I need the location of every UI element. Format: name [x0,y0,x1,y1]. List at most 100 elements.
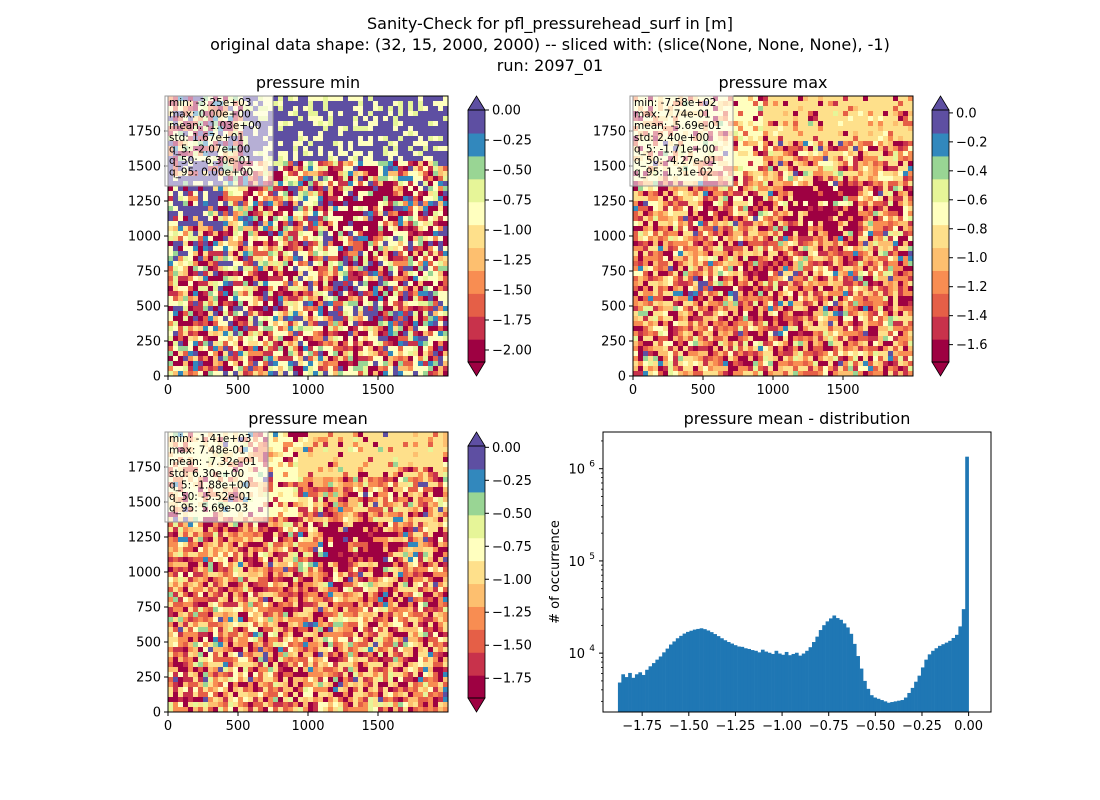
colorbar-tick-label: −1.75 [492,314,532,329]
histogram-bar [651,663,656,712]
histogram-bar [815,636,820,712]
panel-title: pressure mean [248,409,368,428]
stats-line: q_95: 5.69e-03 [169,503,248,515]
histogram-bar [822,625,826,712]
y-tick-label: 0 [153,706,161,721]
axes-frame [602,431,992,713]
histogram-bar [880,700,884,712]
panel-pressure-min: pressure min 0 500 1000 1500 0 250 500 750 1000 12… [128,73,532,398]
x-tick-label: −0.75 [809,719,849,734]
histogram-bar [682,633,687,712]
x-tick-label: −1.00 [762,719,802,734]
histogram-bar [863,680,867,712]
x-tick-label: 0 [629,383,637,398]
stats-line: q_5: -1.71e+00 [634,143,715,155]
histogram-bar [825,621,830,712]
y-tick-exponent: 4 [589,644,595,654]
colorbar-tick-label: −0.75 [492,540,532,555]
colorbar-tick-label: −1.2 [956,280,988,295]
y-tick-label: 1500 [593,160,626,175]
colorbar-tick-label: −1.4 [956,309,988,324]
colorbar-tick-label: 0.0 [956,106,977,121]
panel-title: pressure min [256,73,360,92]
stats-line: q_5: -2.07e+00 [169,143,250,155]
suptitle-line-3: run: 2097_01 [497,56,603,76]
colorbar: 0.00 −0.25 −0.50 −0.75 −1.00 −1.25 −1.50 −1.75 −… [467,95,532,377]
histogram-bar [655,659,660,712]
y-tick-label: 0 [618,370,626,385]
histogram-bar [798,655,803,712]
x-tick-label: 0 [164,383,172,398]
colorbar-segment [468,132,485,157]
panel-title: pressure mean - distribution [684,409,911,428]
histogram-bar [944,642,949,712]
histogram-bars [617,456,969,712]
x-tick-label: 500 [226,719,251,734]
histogram-bar [750,650,755,712]
colorbar-segment [932,224,949,249]
y-tick-label: 750 [601,265,626,280]
stats-line: std: 6.30e+00 [169,468,244,480]
stats-box [629,95,734,187]
stats-line: q_50: -4.27e-01 [634,155,717,167]
stats-box [164,431,269,523]
histogram-bar [760,649,765,712]
stats-line: min: -7.58e+02 [634,97,716,109]
stats-line: q_5: -1.88e+00 [169,479,250,491]
histogram-bar [794,652,799,712]
y-axis-label: # of occurrence [548,520,563,624]
colorbar-segment [468,629,485,653]
stats-line: q_95: 0.00e+00 [169,167,253,179]
colorbar-segment [468,339,485,363]
histogram-bar [866,688,871,712]
x-tick-label: 1000 [756,383,789,398]
histogram-bar [771,653,775,712]
colorbar-tick-label: −2.00 [492,344,532,359]
suptitle-line-2: original data shape: (32, 15, 2000, 2000… [210,35,890,54]
histogram-bar [703,629,707,712]
y-tick-label: 1250 [593,195,626,210]
colorbar-extend-min [467,697,486,713]
colorbar-tick-label: −1.0 [956,251,988,266]
histogram-bar [917,675,922,712]
colorbar-segment [932,155,949,180]
stats-line: max: 7.48e-01 [169,445,246,457]
histogram-bar [856,656,860,712]
x-tick-label: −0.50 [855,719,895,734]
y-tick-label: 1000 [128,230,161,245]
colorbar-tick-label: −0.8 [956,222,988,237]
x-tick-label: 1500 [826,383,859,398]
colorbar-tick-label: −1.25 [492,254,532,269]
panel-pressure-max: pressure max 0 500 1000 1500 0 250 500 750 1000 12… [593,73,988,398]
histogram-bar [805,650,809,712]
histogram-bar [788,655,792,712]
colorbar-segment [468,224,485,249]
stats-line: std: 2.40e+00 [634,132,709,144]
colorbar-segment [932,247,949,271]
colorbar-segment [468,155,485,180]
histogram-bar [747,648,752,712]
histogram-bar [914,681,918,712]
histogram-bar [723,640,728,712]
x-tick-label: 500 [691,383,716,398]
colorbar-tick-label: −0.50 [492,164,532,179]
histogram-bar [811,642,816,712]
x-tick-label: −0.25 [902,719,942,734]
histogram-bar [720,638,724,712]
histogram-bar [764,651,769,712]
histogram-bar [801,653,806,712]
y-tick-label: 750 [136,601,161,616]
histogram-bar [648,666,653,712]
histogram-bar [774,650,779,712]
histogram-bar [924,659,929,712]
colorbar-segment [468,247,485,271]
y-tick-label: 1250 [128,531,161,546]
histogram-bar [730,643,734,712]
y-tick-label: 10 [568,647,585,662]
histogram-bar [624,677,629,712]
colorbar-segment [932,293,949,317]
histogram-bar [767,652,772,712]
colorbar-segment [468,491,485,516]
histogram-bar [716,636,721,712]
histogram-bar [689,630,694,712]
